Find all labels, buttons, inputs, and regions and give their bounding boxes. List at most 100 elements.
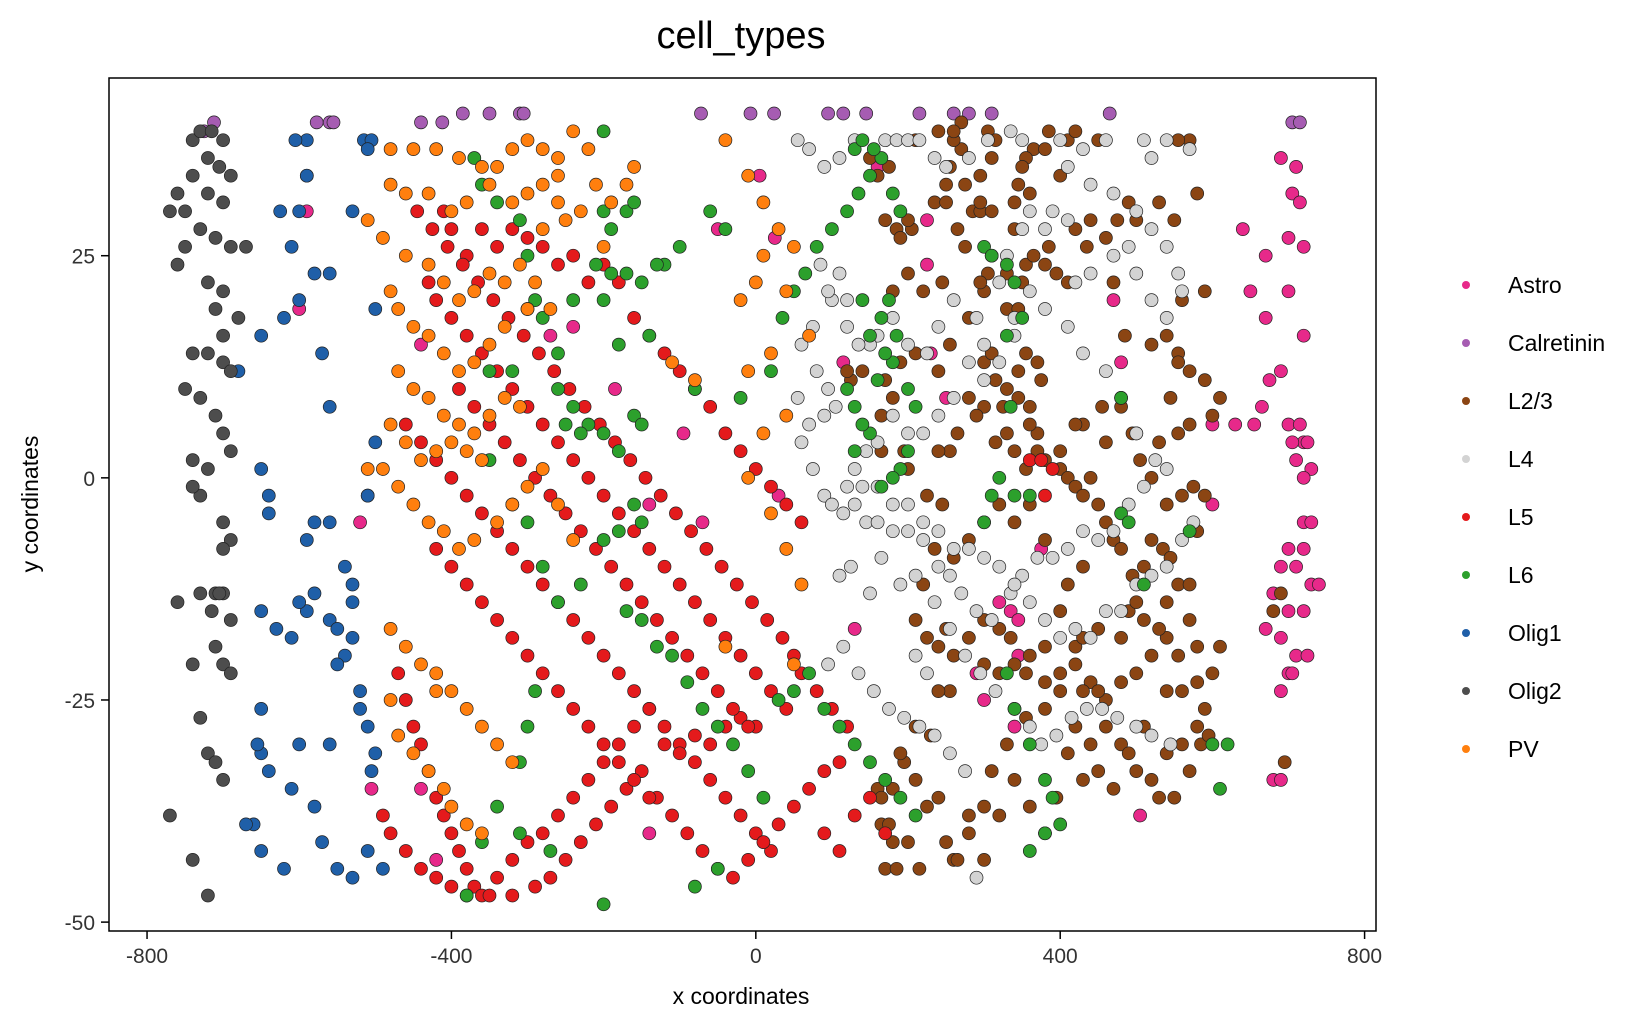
data-point xyxy=(566,702,581,716)
data-point xyxy=(1011,391,1026,405)
y-axis-label: y coordinates xyxy=(17,436,43,573)
data-point xyxy=(505,364,520,379)
data-point xyxy=(208,639,223,654)
data-point xyxy=(946,124,961,139)
data-point xyxy=(1182,417,1197,432)
data-point xyxy=(847,399,862,414)
data-point xyxy=(992,497,1007,512)
data-point xyxy=(1011,613,1026,627)
legend-item: Olig2 xyxy=(1462,678,1562,704)
data-point xyxy=(916,577,931,592)
data-point xyxy=(847,497,862,512)
data-point xyxy=(520,248,535,263)
data-point xyxy=(543,870,558,885)
data-point xyxy=(444,470,459,485)
data-point xyxy=(813,257,828,272)
data-point xyxy=(528,470,542,485)
data-point xyxy=(885,355,900,370)
data-point xyxy=(1095,702,1109,716)
data-point xyxy=(398,417,413,432)
data-point xyxy=(216,328,230,343)
data-point xyxy=(573,577,588,592)
data-point xyxy=(1167,790,1182,805)
data-point xyxy=(684,524,698,539)
data-point xyxy=(345,630,360,645)
data-point xyxy=(1045,462,1060,476)
data-point xyxy=(581,417,596,432)
data-point xyxy=(444,799,459,814)
data-point xyxy=(939,160,953,174)
data-point xyxy=(535,311,550,325)
data-point xyxy=(1121,746,1136,761)
x-axis-label: x coordinates xyxy=(673,983,810,1009)
data-point xyxy=(1171,648,1186,663)
data-point xyxy=(992,275,1007,290)
data-point xyxy=(1133,808,1147,823)
data-point xyxy=(733,648,748,663)
data-point xyxy=(901,444,915,459)
data-point xyxy=(695,515,710,530)
data-point xyxy=(1022,186,1037,201)
data-point xyxy=(809,239,824,254)
data-point xyxy=(1129,666,1144,681)
data-point xyxy=(650,613,664,627)
data-point xyxy=(912,133,927,148)
data-point xyxy=(836,106,851,121)
data-point xyxy=(863,426,877,441)
data-point xyxy=(756,195,771,210)
data-point xyxy=(322,613,337,627)
data-point xyxy=(901,337,915,352)
data-point xyxy=(809,684,824,698)
data-point xyxy=(193,586,208,601)
data-point xyxy=(1296,328,1311,343)
data-point xyxy=(1068,417,1083,432)
data-point xyxy=(703,204,718,219)
data-point xyxy=(1144,222,1159,236)
data-point xyxy=(292,737,307,752)
data-point xyxy=(398,186,413,201)
data-point xyxy=(832,266,847,281)
data-point xyxy=(1053,444,1068,459)
data-point xyxy=(551,151,565,165)
data-point xyxy=(1091,684,1106,698)
data-point xyxy=(1076,684,1090,698)
data-point xyxy=(459,577,474,592)
data-point xyxy=(185,133,200,148)
legend-label: L5 xyxy=(1508,504,1534,530)
data-point xyxy=(859,444,874,459)
data-point xyxy=(535,142,550,156)
data-point xyxy=(543,328,558,343)
data-point xyxy=(345,204,360,219)
data-point xyxy=(885,497,900,512)
data-point xyxy=(943,337,957,352)
data-point xyxy=(1015,133,1030,148)
data-point xyxy=(939,195,953,210)
data-point xyxy=(1133,453,1147,467)
data-point xyxy=(950,853,965,867)
data-point xyxy=(1114,391,1128,405)
data-point xyxy=(962,106,976,121)
data-point xyxy=(261,764,276,778)
data-point xyxy=(581,773,596,787)
data-point xyxy=(1003,604,1018,618)
data-point xyxy=(1091,622,1106,636)
data-point xyxy=(307,515,322,530)
data-point xyxy=(185,346,200,361)
data-point xyxy=(1038,257,1052,272)
data-point xyxy=(383,284,398,299)
data-point xyxy=(1144,533,1159,547)
data-point xyxy=(528,879,542,894)
data-point xyxy=(513,453,527,467)
data-point xyxy=(1053,133,1068,148)
y-tick-label: 25 xyxy=(72,246,95,269)
data-point xyxy=(414,781,428,796)
data-point xyxy=(802,142,816,156)
data-point xyxy=(223,666,238,681)
data-point xyxy=(745,595,759,610)
data-point xyxy=(528,684,542,698)
data-point xyxy=(467,399,482,414)
data-point xyxy=(988,435,1003,450)
data-point xyxy=(1106,275,1121,290)
data-point xyxy=(1099,515,1113,530)
